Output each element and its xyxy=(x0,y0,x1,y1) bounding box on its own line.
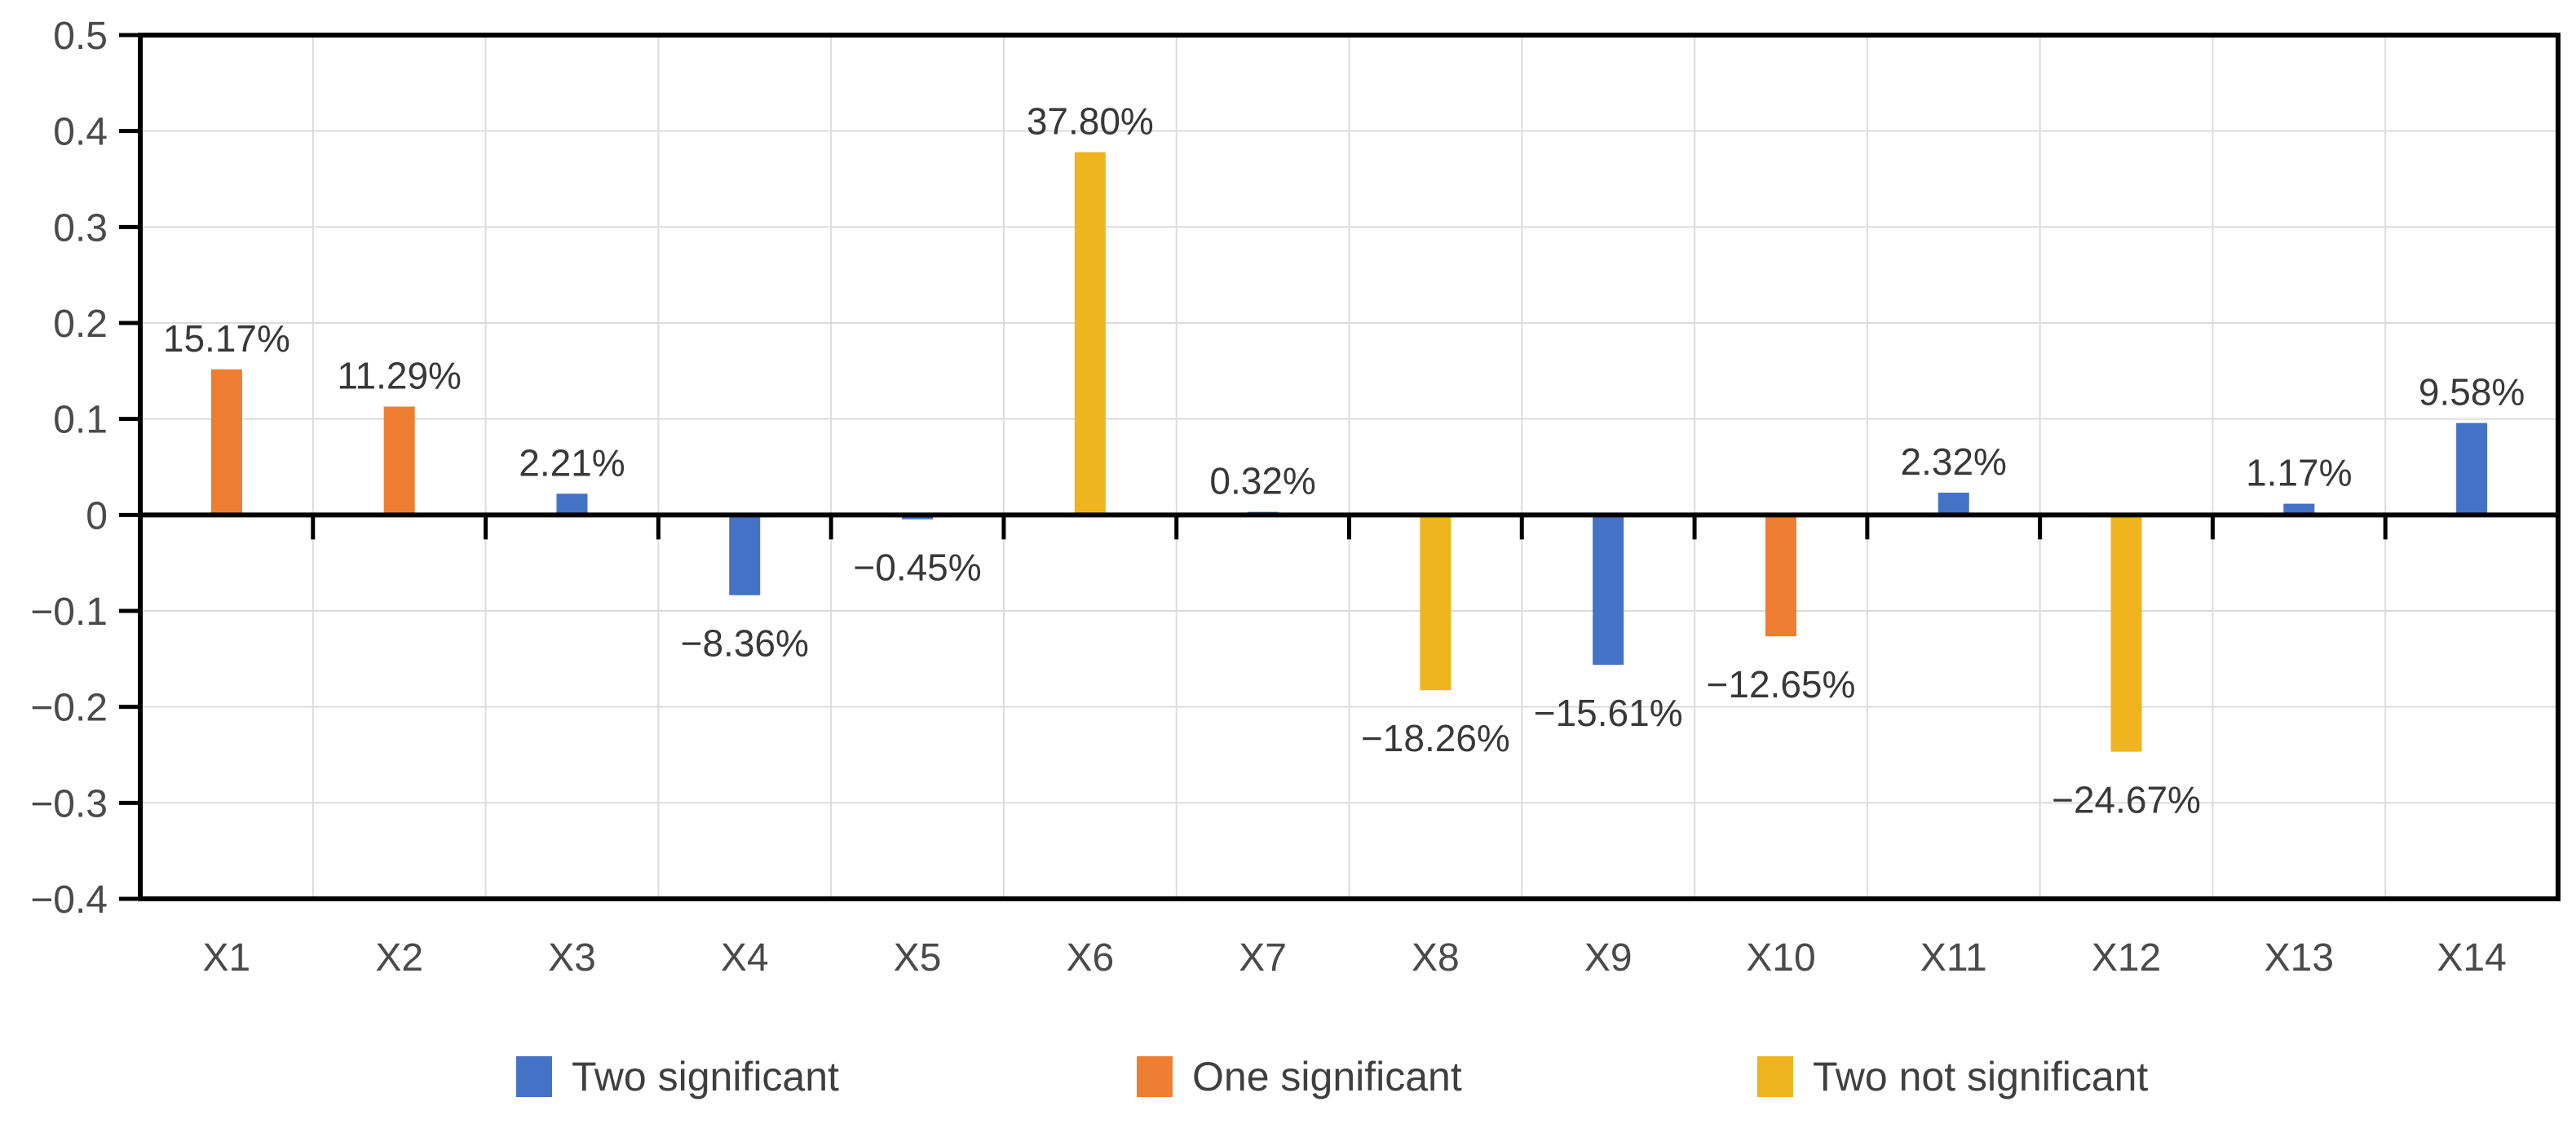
x-axis-label-x10: X10 xyxy=(1746,936,1815,980)
x-axis-label-x8: X8 xyxy=(1412,936,1460,980)
data-label-x2: 11.29% xyxy=(337,354,462,396)
x-axis-label-x4: X4 xyxy=(721,936,769,980)
data-label-x5: −0.45% xyxy=(853,546,981,589)
bar-x14 xyxy=(2456,423,2488,515)
y-axis-label: 0.4 xyxy=(53,111,108,154)
data-label-x11: 2.32% xyxy=(1901,440,2007,483)
x-axis-label-x9: X9 xyxy=(1584,936,1633,980)
x-axis-label-x14: X14 xyxy=(2437,936,2506,980)
data-label-x14: 9.58% xyxy=(2419,371,2525,414)
y-axis-label: −0.3 xyxy=(30,782,108,825)
x-axis-label-x3: X3 xyxy=(548,936,596,980)
x-axis-label-x11: X11 xyxy=(1920,936,1987,980)
x-axis-label-x13: X13 xyxy=(2264,936,2334,980)
data-label-x6: 37.80% xyxy=(1027,100,1154,143)
x-axis-label-x2: X2 xyxy=(375,936,423,980)
x-axis-label-x5: X5 xyxy=(894,936,942,980)
bar-x6 xyxy=(1074,152,1106,515)
data-label-x8: −18.26% xyxy=(1361,717,1510,759)
y-axis-label: 0 xyxy=(86,494,108,538)
data-label-x7: 0.32% xyxy=(1209,460,1315,502)
data-label-x13: 1.17% xyxy=(2246,452,2352,494)
bar-x9 xyxy=(1593,515,1624,666)
y-axis-label: −0.1 xyxy=(30,591,108,634)
bar-x2 xyxy=(383,406,415,515)
bar-x8 xyxy=(1420,515,1451,691)
y-axis-label: −0.2 xyxy=(30,687,108,730)
x-axis-label-x7: X7 xyxy=(1239,936,1287,980)
data-label-x9: −15.61% xyxy=(1534,692,1683,734)
data-label-x10: −12.65% xyxy=(1707,663,1856,706)
data-label-x4: −8.36% xyxy=(681,622,809,665)
x-axis-label-x12: X12 xyxy=(2092,936,2161,980)
y-axis-label: 0.1 xyxy=(53,399,108,442)
y-axis-label: 0.3 xyxy=(53,206,108,250)
bar-x11 xyxy=(1938,493,1969,515)
y-axis-label: 0.2 xyxy=(53,303,108,346)
data-label-x3: 2.21% xyxy=(519,441,625,484)
data-label-x1: 15.17% xyxy=(163,317,290,360)
y-axis-label: 0.5 xyxy=(53,15,108,58)
bar-x4 xyxy=(729,515,761,595)
bar-x3 xyxy=(556,493,588,515)
y-axis-label: −0.4 xyxy=(30,878,108,922)
data-label-x12: −24.67% xyxy=(2052,779,2201,821)
bar-x1 xyxy=(210,369,242,515)
x-axis-label-x1: X1 xyxy=(203,936,251,980)
bar-x10 xyxy=(1765,515,1796,637)
bar-x13 xyxy=(2283,503,2315,515)
bar-x12 xyxy=(2110,515,2142,752)
x-axis-label-x6: X6 xyxy=(1066,936,1114,980)
